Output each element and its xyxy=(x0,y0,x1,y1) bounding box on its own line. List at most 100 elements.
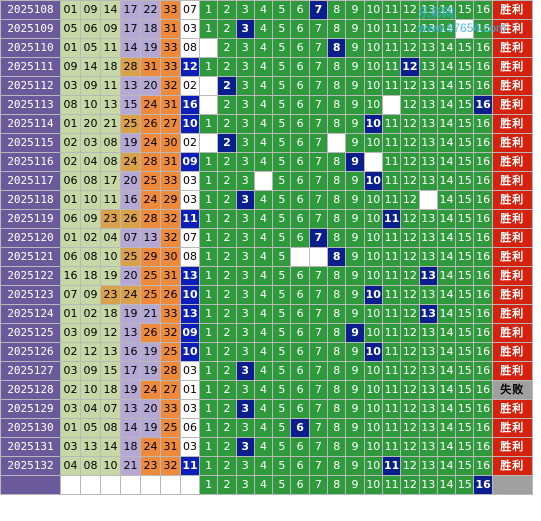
period-cell: 2025123 xyxy=(0,285,61,305)
red-ball-cell: 01 xyxy=(60,190,81,210)
distribution-number-cell: 4 xyxy=(253,190,274,210)
distribution-number-cell: 14 xyxy=(436,361,457,381)
red-ball-cell: 30 xyxy=(160,247,181,267)
distribution-number-cell: 4 xyxy=(253,266,274,286)
result-lose-badge: 失败 xyxy=(491,380,533,400)
hit-number-cell: 9 xyxy=(345,323,365,343)
distribution-number-cell: 1 xyxy=(198,190,219,210)
distribution-number-cell: 16 xyxy=(473,209,493,229)
distribution-number-cell: 6 xyxy=(290,38,310,58)
red-ball-cell: 16 xyxy=(120,190,141,210)
red-ball-cell: 24 xyxy=(120,285,141,305)
red-ball-cell: 20 xyxy=(80,114,101,134)
footer-number-cell: 12 xyxy=(400,475,420,495)
red-ball-cell: 16 xyxy=(60,266,81,286)
blue-ball-cell: 12 xyxy=(180,57,200,77)
distribution-number-cell: 14 xyxy=(436,304,457,324)
distribution-number-cell: 15 xyxy=(455,114,475,134)
result-win-badge: 胜利 xyxy=(491,304,533,324)
footer-number-cell: 8 xyxy=(327,475,347,495)
table-row: 2025109 05 06 09 17 18 31 03 1 2 3 4 5 6 7 8 9 10 11 12 13 14… xyxy=(0,19,533,39)
red-ball-cell: 13 xyxy=(140,228,161,248)
distribution-number-cell: 16 xyxy=(473,437,493,457)
period-cell: 2025110 xyxy=(0,38,61,58)
distribution-number-cell: 8 xyxy=(327,418,347,438)
footer-number-cell: 9 xyxy=(345,475,365,495)
distribution-number-cell: 14 xyxy=(436,247,457,267)
footer-number-cell: 5 xyxy=(272,475,292,495)
red-ball-cell: 03 xyxy=(60,323,81,343)
distribution-number-cell: 6 xyxy=(290,114,310,134)
red-ball-cell: 14 xyxy=(100,437,121,457)
distribution-number-cell: 15 xyxy=(455,304,475,324)
distribution-number-cell: 5 xyxy=(272,418,292,438)
red-ball-cell: 23 xyxy=(100,285,121,305)
red-ball-cell: 13 xyxy=(120,76,141,96)
blue-ball-cell: 03 xyxy=(180,399,200,419)
distribution-number-cell: 15 xyxy=(455,171,475,191)
distribution-number-cell: 12 xyxy=(400,19,420,39)
distribution-number-cell: 3 xyxy=(235,114,255,134)
red-ball-cell: 04 xyxy=(100,228,121,248)
result-win-badge: 胜利 xyxy=(491,190,533,210)
distribution-number-cell: 8 xyxy=(327,266,347,286)
red-ball-cell: 18 xyxy=(140,19,161,39)
distribution-number-cell: 2 xyxy=(217,114,237,134)
distribution-number-cell: 15 xyxy=(455,152,475,172)
distribution-number-cell: 16 xyxy=(473,171,493,191)
red-ball-cell: 11 xyxy=(100,38,121,58)
hit-number-cell: 3 xyxy=(235,399,255,419)
distribution-number-cell: 12 xyxy=(400,266,420,286)
distribution-number-cell: 7 xyxy=(308,38,329,58)
hit-number-cell: 6 xyxy=(290,418,310,438)
distribution-number-cell: 6 xyxy=(290,76,310,96)
red-ball-cell: 31 xyxy=(140,57,161,77)
red-ball-cell: 19 xyxy=(100,266,121,286)
distribution-number-cell: 12 xyxy=(400,285,420,305)
red-ball-cell: 02 xyxy=(60,342,81,362)
distribution-number-cell: 14 xyxy=(436,152,457,172)
distribution-number-cell: 14 xyxy=(436,57,457,77)
red-ball-cell: 06 xyxy=(80,19,101,39)
distribution-number-cell: 15 xyxy=(455,0,475,20)
red-ball-cell: 25 xyxy=(140,266,161,286)
blue-ball-cell: 11 xyxy=(180,456,200,476)
red-ball-cell: 01 xyxy=(60,418,81,438)
period-cell: 2025116 xyxy=(0,152,61,172)
distribution-number-cell: 7 xyxy=(308,190,329,210)
period-cell: 2025124 xyxy=(0,304,61,324)
red-ball-cell: 26 xyxy=(120,209,141,229)
result-win-badge: 胜利 xyxy=(491,456,533,476)
red-ball-cell: 25 xyxy=(120,247,141,267)
distribution-number-cell: 2 xyxy=(217,285,237,305)
distribution-number-cell: 14 xyxy=(436,418,457,438)
distribution-number-cell: 9 xyxy=(345,209,365,229)
distribution-number-cell: 3 xyxy=(235,76,255,96)
result-win-badge: 胜利 xyxy=(491,19,533,39)
red-ball-cell: 24 xyxy=(140,437,161,457)
blue-ball-cell: 08 xyxy=(180,38,200,58)
distribution-number-cell: 15 xyxy=(455,95,475,115)
distribution-number-cell: 4 xyxy=(253,19,274,39)
distribution-number-cell: 8 xyxy=(327,190,347,210)
distribution-number-cell: 1 xyxy=(198,456,219,476)
footer-number-cell: 1 xyxy=(198,475,219,495)
footer-number-cell: 7 xyxy=(308,475,329,495)
red-ball-cell: 03 xyxy=(60,437,81,457)
blue-ball-cell: 02 xyxy=(180,76,200,96)
distribution-number-cell: 11 xyxy=(381,152,402,172)
distribution-number-cell: 8 xyxy=(327,19,347,39)
distribution-number-cell: 3 xyxy=(235,266,255,286)
distribution-number-cell: 3 xyxy=(235,380,255,400)
distribution-number-cell: 8 xyxy=(327,152,347,172)
distribution-number-cell: 13 xyxy=(418,247,438,267)
table-row: 2025111 09 14 18 28 31 33 12 1 2 3 4 5 6 7 8 9 10 11 12 13 14… xyxy=(0,57,533,77)
distribution-number-cell: 16 xyxy=(473,0,493,20)
red-ball-cell: 25 xyxy=(120,114,141,134)
distribution-number-cell: 16 xyxy=(473,152,493,172)
table-row: 2025114 01 20 21 25 26 27 10 1 2 3 4 5 6 7 8 9 10 11 12 13 14… xyxy=(0,114,533,134)
distribution-number-cell: 9 xyxy=(345,247,365,267)
distribution-number-cell: 15 xyxy=(455,323,475,343)
distribution-number-cell: 11 xyxy=(381,171,402,191)
red-ball-cell: 19 xyxy=(120,304,141,324)
